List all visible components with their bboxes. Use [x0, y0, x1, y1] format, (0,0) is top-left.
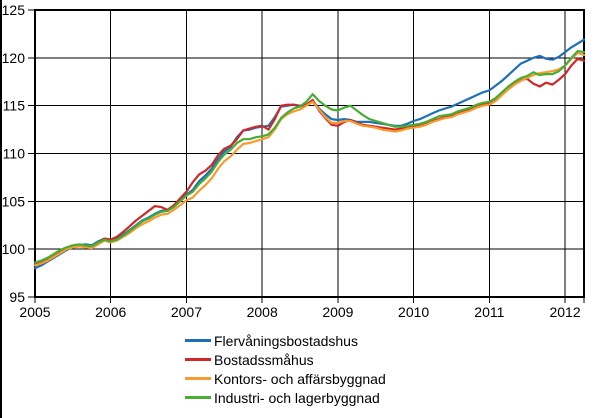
x-axis-tick-label: 2011	[474, 304, 504, 320]
legend-item-industri-och-lagerbyggnad: Industri- och lagerbyggnad	[185, 388, 386, 407]
x-axis-tick-label: 2012	[549, 304, 580, 320]
y-axis-tick-label: 105	[2, 193, 26, 209]
legend-line-sample-green	[185, 396, 211, 399]
legend-line-sample-orange	[185, 377, 211, 380]
y-axis-tick-label: 115	[3, 98, 26, 114]
series-line-2	[33, 51, 586, 267]
x-axis-tick-label: 2005	[19, 304, 50, 320]
series-line-1	[33, 57, 586, 266]
legend-item-kontors-och-affarsbyggnad: Kontors- och affärsbyggnad	[185, 369, 386, 388]
page-left-border	[0, 0, 2, 418]
y-axis-tick-label: 100	[2, 241, 26, 257]
legend-line-sample-blue	[185, 339, 211, 342]
legend-label: Kontors- och affärsbyggnad	[214, 370, 386, 387]
legend-item-flervaningsbostadshus: Flervåningsbostadshus	[185, 331, 386, 350]
y-axis-tick-label: 95	[9, 289, 25, 305]
legend-label: Bostadssmåhus	[214, 351, 314, 368]
y-axis-tick-label: 110	[3, 146, 26, 162]
x-axis-tick-label: 2006	[95, 304, 126, 320]
legend-label: Industri- och lagerbyggnad	[214, 389, 380, 406]
y-axis-tick-label: 125	[2, 2, 26, 18]
legend-item-bostadssmahus: Bostadssmåhus	[185, 350, 386, 369]
series-line-3	[33, 49, 586, 264]
legend-line-sample-red	[185, 358, 211, 361]
x-axis-tick-label: 2008	[247, 304, 278, 320]
legend-label: Flervåningsbostadshus	[214, 332, 358, 349]
x-axis-tick-label: 2007	[171, 304, 202, 320]
x-axis-tick-label: 2010	[398, 304, 429, 320]
legend: Flervåningsbostadshus Bostadssmåhus Kont…	[185, 331, 386, 407]
y-axis-tick-label: 120	[2, 50, 26, 66]
x-axis-tick-label: 2009	[322, 304, 353, 320]
